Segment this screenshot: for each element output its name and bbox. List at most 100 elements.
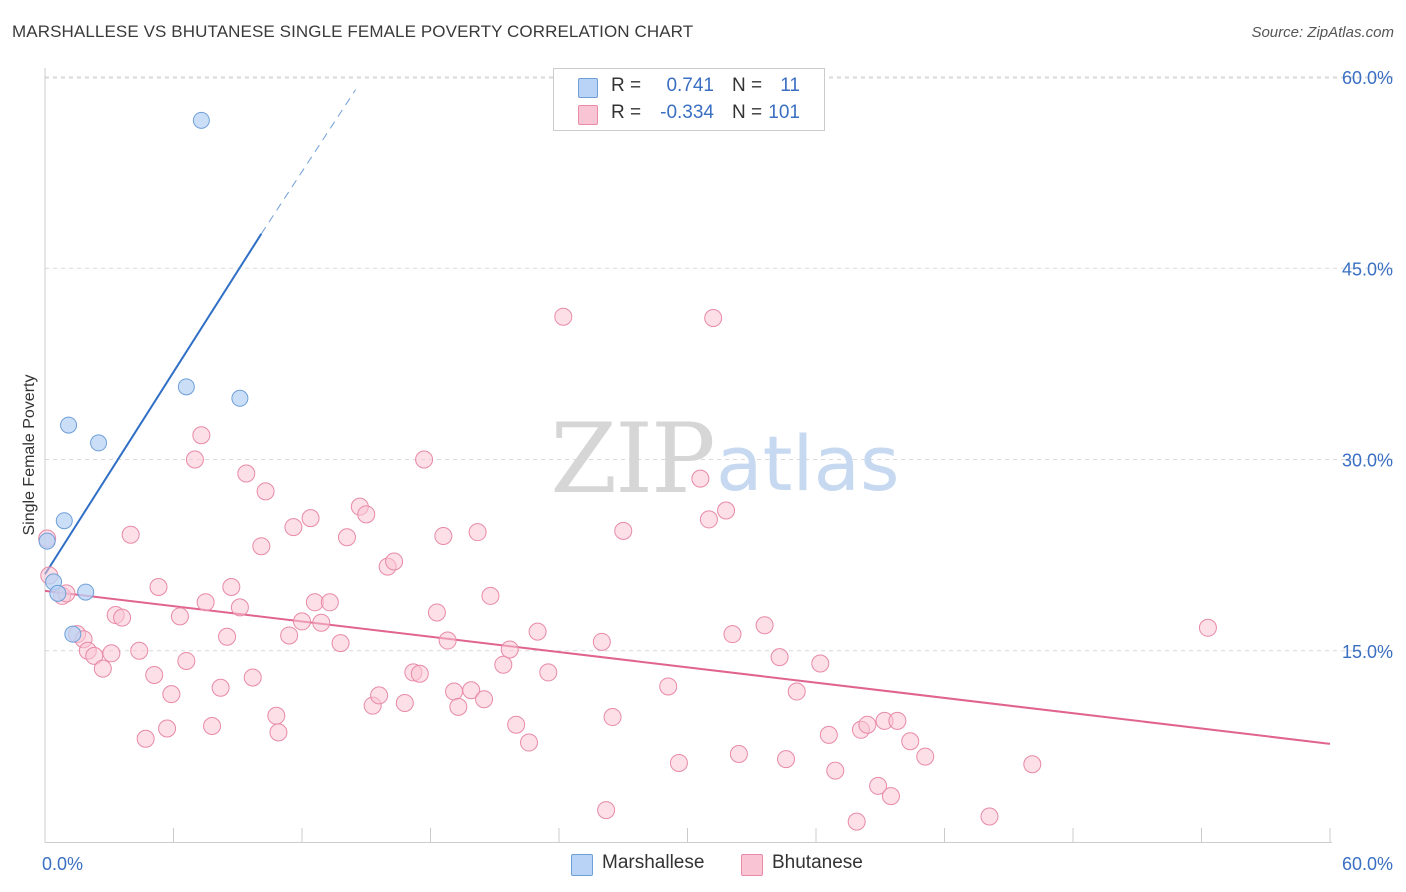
marshallese-trend-extension (260, 89, 356, 235)
bhutanese-point (196, 593, 215, 612)
watermark: ZIP atlas (550, 403, 899, 515)
marshallese-point (231, 389, 249, 407)
bhutanese-point (500, 640, 519, 659)
bhutanese-point (704, 308, 723, 327)
bhutanese-point (331, 634, 350, 653)
marshallese-point (77, 583, 95, 601)
marshallese-point (90, 434, 108, 452)
bhutanese-point (723, 625, 742, 644)
marshallese-legend-swatch (571, 854, 593, 876)
legend-label: Marshallese (602, 852, 705, 873)
bhutanese-point (158, 719, 177, 738)
bhutanese-point (222, 578, 241, 596)
r-value: 0.741 (666, 75, 714, 96)
bhutanese-point (826, 761, 845, 780)
marshallese-trend-line (44, 233, 263, 575)
bhutanese-point (427, 603, 446, 622)
bhutanese-point (410, 664, 429, 683)
x-tick-label: 60.0% (1342, 854, 1393, 874)
marshallese-point (38, 532, 56, 550)
bhutanese-point (1198, 618, 1217, 637)
bhutanese-point (121, 525, 140, 544)
marshallese-point (192, 111, 210, 129)
bhutanese-point (445, 682, 464, 701)
bhutanese-point (1023, 755, 1042, 774)
bhutanese-point (237, 464, 256, 483)
bhutanese-point (869, 776, 888, 795)
n-value: 101 (768, 102, 800, 123)
bhutanese-point (507, 715, 526, 734)
n-label: N = (732, 75, 763, 96)
bhutanese-point (699, 510, 718, 529)
bhutanese-point (881, 787, 900, 806)
watermark-zip: ZIP (550, 403, 713, 515)
bhutanese-point (370, 686, 389, 705)
bhutanese-point (888, 711, 907, 730)
bhutanese-point (102, 644, 121, 663)
bhutanese-point (592, 632, 611, 651)
bhutanese-point (162, 685, 181, 704)
bhutanese-point (192, 426, 211, 445)
marshallese-point (177, 378, 195, 396)
r-value: -0.334 (660, 102, 714, 123)
bhutanese-point (284, 518, 303, 537)
gridlines (45, 76, 1395, 652)
bhutanese-point (481, 586, 500, 605)
legend-label: Bhutanese (772, 852, 863, 873)
bhutanese-point (203, 716, 222, 735)
bhutanese-point (901, 732, 920, 751)
bhutanese-point (858, 715, 877, 734)
y-tick-label: 30.0% (1342, 451, 1393, 471)
bhutanese-point (449, 697, 468, 716)
marshallese-point (60, 416, 78, 434)
bhutanese-point (847, 812, 866, 831)
y-tick-label: 15.0% (1342, 642, 1393, 662)
bhutanese-point (770, 648, 789, 667)
bhutanese-point (395, 694, 414, 713)
stats-row-bhutanese: R = -0.334 N = 101 (554, 101, 824, 127)
axes (44, 68, 1332, 843)
bhutanese-point (539, 663, 558, 682)
bhutanese-point (415, 450, 434, 469)
bhutanese-point (320, 593, 339, 612)
bhutanese-point (218, 627, 237, 646)
bhutanese-point (252, 537, 271, 556)
bhutanese-point (211, 678, 230, 697)
bhutanese-point (93, 659, 112, 678)
bhutanese-point (475, 690, 494, 709)
bhutanese-point (185, 450, 204, 469)
bhutanese-point (312, 613, 331, 632)
bhutanese-point (717, 501, 736, 520)
bhutanese-point (528, 622, 547, 641)
chart-legend: Marshallese Bhutanese (0, 852, 1406, 878)
bhutanese-point (113, 608, 132, 627)
bhutanese-point (438, 631, 457, 650)
bhutanese-swatch (578, 105, 598, 125)
bhutanese-point (280, 626, 299, 645)
bhutanese-point (468, 523, 487, 542)
r-label: R = (611, 102, 642, 123)
y-tick-label: 45.0% (1342, 259, 1393, 279)
bhutanese-point (230, 598, 249, 617)
bhutanese-point (357, 505, 376, 524)
x-tick-label: 0.0% (42, 854, 83, 874)
bhutanese-point (777, 750, 796, 769)
bhutanese-point (462, 681, 481, 700)
bhutanese-point (337, 528, 356, 547)
stats-legend-box: R = 0.741 N = 11 R = -0.334 N = 101 (553, 68, 825, 131)
n-label: N = (732, 102, 763, 123)
bhutanese-point (385, 552, 404, 571)
data-points (38, 111, 1217, 831)
bhutanese-point (916, 747, 935, 766)
y-tick-label: 60.0% (1342, 68, 1393, 88)
tick-labels: 15.0% 30.0% 45.0% 60.0% 0.0% 60.0% (42, 68, 1393, 874)
bhutanese-trend-line (44, 589, 1331, 745)
bhutanese-point (614, 521, 633, 540)
bhutanese-point (811, 654, 830, 673)
bhutanese-point (305, 593, 324, 612)
bhutanese-point (755, 616, 774, 635)
marshallese-point (64, 625, 82, 643)
chart-title: MARSHALLESE VS BHUTANESE SINGLE FEMALE P… (12, 22, 694, 41)
